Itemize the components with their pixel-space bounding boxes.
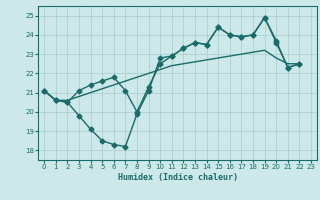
- X-axis label: Humidex (Indice chaleur): Humidex (Indice chaleur): [118, 173, 238, 182]
